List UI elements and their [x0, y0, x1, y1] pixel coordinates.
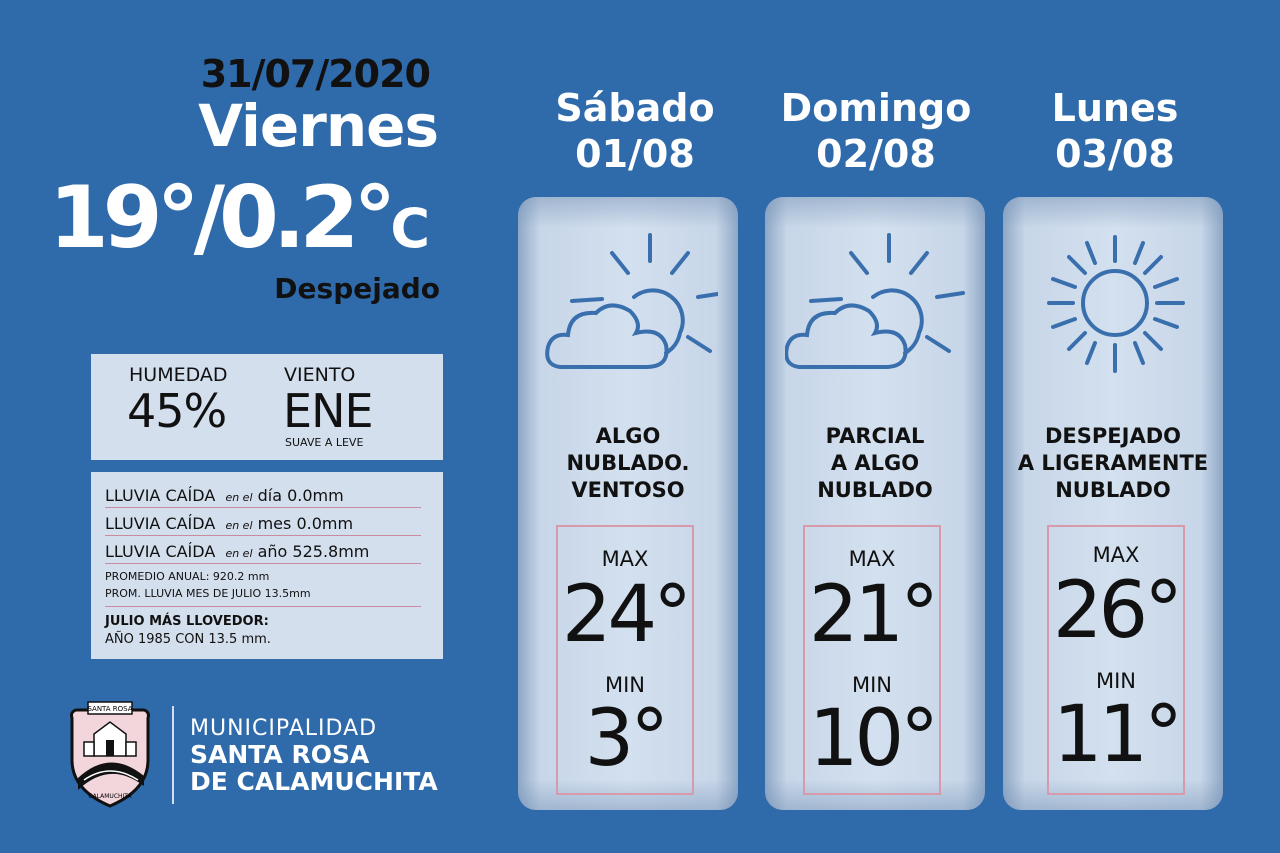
seal-bottom-text: CALAMUCHITA — [88, 793, 132, 800]
forecast-3-condition-line1: DESPEJADO — [1045, 424, 1181, 448]
forecast-day-1-date: 01/08 — [575, 132, 695, 176]
rain-month-text: mes 0.0mm — [257, 514, 354, 533]
forecast-3-condition-line2: A LIGERAMENTE — [1017, 451, 1209, 475]
forecast-1-condition-line1: ALGO — [595, 424, 661, 448]
rainiest-title: JULIO MÁS LLOVEDOR: — [105, 614, 269, 629]
humidity-label: HUMEDAD — [129, 364, 228, 386]
forecast-3-min-temp: 11° — [1052, 690, 1183, 780]
forecast-2-condition: PARCIAL A ALGO NUBLADO — [765, 423, 985, 504]
month-average: PROM. LLUVIA MES DE JULIO 13.5mm — [105, 587, 311, 600]
forecast-3-condition: DESPEJADO A LIGERAMENTE NUBLADO — [1003, 423, 1223, 504]
wind-description: SUAVE A LEVE — [285, 436, 364, 449]
forecast-1-temp-box: MAX 24° MIN 3° — [556, 525, 694, 795]
forecast-card-1: ALGO NUBLADO. VENTOSO MAX 24° MIN 3° — [518, 197, 738, 810]
annual-average: PROMEDIO ANUAL: 920.2 mm — [105, 570, 270, 583]
forecast-1-condition: ALGO NUBLADO. VENTOSO — [518, 423, 738, 504]
forecast-1-max-label: MAX — [601, 547, 649, 571]
forecast-2-min-label: MIN — [851, 673, 893, 697]
forecast-3-max-temp: 26° — [1052, 566, 1183, 656]
town-name-line2: DE CALAMUCHITA — [190, 767, 438, 796]
forecast-day-3-heading: Lunes 03/08 — [995, 85, 1235, 177]
forecast-day-3-name: Lunes — [1051, 86, 1179, 130]
forecast-day-3-date: 03/08 — [1055, 132, 1175, 176]
rain-day-qual: en el — [225, 491, 253, 504]
current-temps: 19°/0.2°C — [49, 168, 430, 268]
wind-label: VIENTO — [284, 364, 356, 386]
forecast-3-condition-line3: NUBLADO — [1055, 478, 1171, 502]
forecast-2-temp-box: MAX 21° MIN 10° — [803, 525, 941, 795]
rain-year-label: LLUVIA CAÍDA — [105, 542, 216, 561]
rain-month-line: LLUVIA CAÍDA en el mes 0.0mm — [105, 514, 421, 536]
wind-value: ENE — [283, 384, 374, 438]
forecast-3-min-label: MIN — [1095, 669, 1137, 693]
town-name-line1: SANTA ROSA — [190, 740, 370, 769]
current-condition: Despejado — [274, 272, 440, 305]
forecast-1-min-label: MIN — [604, 673, 646, 697]
rain-day-text: día 0.0mm — [257, 486, 344, 505]
current-day: Viernes — [198, 92, 439, 160]
forecast-2-condition-line2: A ALGO — [830, 451, 920, 475]
forecast-2-min-temp: 10° — [808, 694, 939, 784]
rain-divider — [105, 606, 421, 607]
forecast-1-max-temp: 24° — [561, 570, 692, 660]
temp-unit: C — [390, 197, 430, 260]
seal-top-text: SANTA ROSA — [87, 705, 132, 713]
forecast-1-condition-line2: NUBLADO. — [566, 451, 690, 475]
rain-month-label: LLUVIA CAÍDA — [105, 514, 216, 533]
rainiest-text: AÑO 1985 CON 13.5 mm. — [105, 632, 271, 647]
forecast-1-min-temp: 3° — [584, 694, 670, 784]
forecast-day-1-heading: Sábado 01/08 — [515, 85, 755, 177]
forecast-1-condition-line3: VENTOSO — [571, 478, 685, 502]
sun-icon — [1047, 235, 1185, 373]
forecast-3-temp-box: MAX 26° MIN 11° — [1047, 525, 1185, 795]
rain-year-qual: en el — [225, 547, 253, 560]
forecast-day-2-heading: Domingo 02/08 — [756, 85, 996, 177]
forecast-2-condition-line3: NUBLADO — [817, 478, 933, 502]
forecast-2-max-temp: 21° — [808, 570, 939, 660]
humidity-value: 45% — [127, 384, 227, 438]
forecast-day-1-name: Sábado — [555, 86, 715, 130]
rain-year-text: año 525.8mm — [257, 542, 370, 561]
forecast-card-2: PARCIAL A ALGO NUBLADO MAX 21° MIN 10° — [765, 197, 985, 810]
rain-year-line: LLUVIA CAÍDA en el año 525.8mm — [105, 542, 421, 564]
logo-divider — [172, 706, 174, 804]
municipal-seal-logo: SANTA ROSA CALAMUCHITA — [70, 701, 150, 808]
forecast-card-3: DESPEJADO A LIGERAMENTE NUBLADO MAX 26° … — [1003, 197, 1223, 810]
current-date: 31/07/2020 — [200, 52, 431, 96]
rain-month-qual: en el — [225, 519, 253, 532]
partly-cloudy-icon — [785, 233, 965, 369]
forecast-3-max-label: MAX — [1092, 543, 1140, 567]
forecast-2-condition-line1: PARCIAL — [825, 424, 925, 448]
rain-day-line: LLUVIA CAÍDA en el día 0.0mm — [105, 486, 421, 508]
forecast-2-max-label: MAX — [848, 547, 896, 571]
current-temps-value: 19°/0.2° — [48, 168, 396, 268]
rain-day-label: LLUVIA CAÍDA — [105, 486, 216, 505]
forecast-day-2-date: 02/08 — [816, 132, 936, 176]
rain-panel: LLUVIA CAÍDA en el día 0.0mm LLUVIA CAÍD… — [91, 472, 443, 659]
partly-cloudy-icon — [545, 233, 718, 369]
municipality-label: MUNICIPALIDAD — [190, 716, 378, 741]
forecast-day-2-name: Domingo — [780, 86, 972, 130]
humidity-wind-panel: HUMEDAD 45% VIENTO ENE SUAVE A LEVE — [91, 354, 443, 460]
